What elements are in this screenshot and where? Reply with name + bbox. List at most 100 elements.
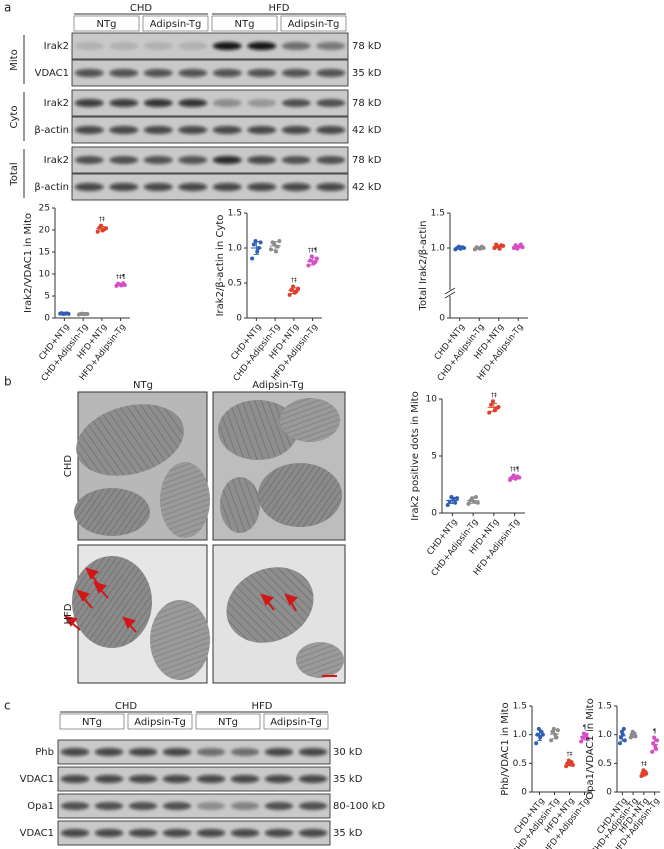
data-point	[551, 726, 556, 731]
blot-band	[316, 42, 346, 50]
y-axis-label: Irak2 positive dots in Mito	[410, 391, 421, 520]
blot-band	[178, 69, 208, 77]
blot-band	[109, 126, 139, 134]
data-point	[250, 256, 255, 261]
protein-label: Irak2	[44, 155, 69, 166]
blot-band	[264, 748, 294, 756]
blot-band	[298, 802, 328, 810]
blot-band	[74, 126, 104, 134]
size-label: 35 kD	[333, 828, 363, 839]
blot-band	[264, 775, 294, 783]
y-tick-label: 1.5	[431, 209, 445, 219]
significance-label: †‡	[567, 751, 573, 758]
blot-band	[94, 748, 124, 756]
blot-band	[94, 775, 124, 783]
data-point	[579, 739, 584, 744]
blot-band	[109, 42, 139, 50]
blot-band	[247, 183, 277, 191]
data-point	[549, 738, 554, 743]
blot-band	[281, 42, 311, 50]
blot-band	[230, 775, 260, 783]
data-point	[490, 399, 495, 404]
condition-label: CHD	[130, 3, 153, 14]
data-point	[534, 741, 539, 746]
group-box	[127, 713, 193, 730]
blot-band	[178, 126, 208, 134]
significance-label: †‡¶	[510, 466, 520, 473]
blot-band	[212, 156, 242, 164]
section-label: Total	[9, 162, 20, 186]
group-label: Adipsin-Tg	[288, 19, 340, 30]
y-tick-label: 1.0	[431, 244, 446, 254]
blot-band	[196, 829, 226, 837]
size-label: 30 kD	[333, 747, 363, 758]
blot-band	[94, 802, 124, 810]
data-point	[313, 260, 318, 264]
data-point	[314, 256, 319, 261]
y-axis-label: Irak2/VDAC1 in Mito	[23, 213, 34, 313]
y-tick-label: 15	[39, 248, 50, 258]
mitochondrion	[72, 556, 152, 648]
data-point	[650, 749, 655, 754]
data-point	[501, 243, 506, 248]
significance-label: ¶	[583, 724, 587, 731]
blot-band	[162, 775, 192, 783]
blot-band	[162, 802, 192, 810]
protein-label: VDAC1	[35, 68, 69, 79]
blot-band	[196, 802, 226, 810]
mitochondrion	[150, 600, 210, 680]
group-box	[263, 713, 329, 730]
blot-band	[178, 156, 208, 164]
data-point	[652, 735, 657, 740]
blot-band	[212, 126, 242, 134]
group-label: Adipsin-Tg	[270, 717, 322, 728]
blot-band	[230, 802, 260, 810]
blot-band	[264, 802, 294, 810]
mitochondrion	[258, 463, 342, 527]
group-label: NTg	[97, 19, 117, 30]
blot-band	[316, 183, 346, 191]
size-label: 80-100 kD	[333, 801, 385, 812]
arrows	[63, 567, 337, 677]
y-tick-label: 0	[431, 509, 437, 519]
protein-label: Phb	[35, 747, 54, 758]
protein-label: Opa1	[27, 801, 54, 812]
em-row-label: HFD	[63, 603, 74, 624]
blot-band	[281, 183, 311, 191]
data-point	[555, 728, 560, 733]
significance-label: †‡	[491, 392, 497, 399]
data-point	[622, 738, 627, 743]
data-point	[520, 245, 525, 250]
protein-label: Irak2	[44, 41, 69, 52]
blot-band	[143, 156, 173, 164]
y-tick-label: 10	[39, 270, 51, 280]
data-point	[277, 239, 282, 243]
blot-band	[128, 829, 158, 837]
blot-band	[128, 802, 158, 810]
protein-label: β-actin	[34, 182, 69, 193]
section-label: Mito	[9, 49, 20, 70]
significance-label: †‡	[291, 277, 297, 284]
panel-label: c	[4, 699, 11, 713]
blot-band	[281, 126, 311, 134]
data-point	[621, 726, 626, 731]
blot-band	[298, 748, 328, 756]
blot-band	[247, 99, 277, 107]
group-label: Adipsin-Tg	[150, 19, 202, 30]
mitochondrion	[160, 462, 210, 538]
blot-band	[212, 99, 242, 107]
data-point	[306, 263, 311, 268]
data-point	[475, 500, 480, 505]
blot-band	[298, 829, 328, 837]
y-tick-label: 25	[39, 204, 50, 214]
blot-band	[109, 183, 139, 191]
blot-band	[94, 829, 124, 837]
data-point	[617, 741, 622, 746]
blot-band	[247, 126, 277, 134]
y-tick-label: 0	[521, 788, 527, 798]
blot-band	[196, 748, 226, 756]
size-label: 78 kD	[352, 41, 382, 52]
protein-label: β-actin	[34, 125, 69, 136]
em-column-label: Adipsin-Tg	[252, 380, 304, 391]
data-point	[99, 223, 104, 228]
